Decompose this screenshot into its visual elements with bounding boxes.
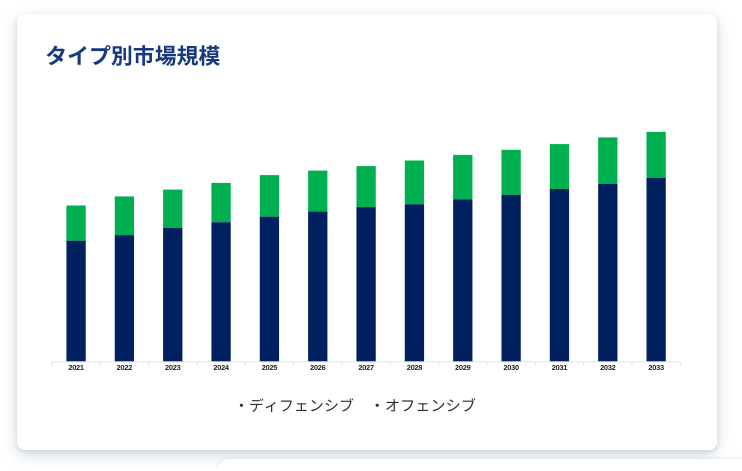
svg-text:2023: 2023 (165, 363, 181, 372)
svg-text:2022: 2022 (117, 363, 133, 372)
svg-text:2033: 2033 (648, 363, 664, 372)
svg-text:2026: 2026 (310, 363, 326, 372)
svg-text:2021: 2021 (68, 363, 84, 372)
svg-text:2029: 2029 (455, 363, 471, 372)
svg-text:2027: 2027 (358, 363, 374, 372)
svg-text:2031: 2031 (552, 363, 568, 372)
svg-text:2028: 2028 (407, 363, 423, 372)
svg-text:2024: 2024 (213, 363, 230, 372)
svg-text:2025: 2025 (262, 363, 278, 372)
svg-text:2032: 2032 (600, 363, 616, 372)
svg-text:2030: 2030 (503, 363, 519, 372)
